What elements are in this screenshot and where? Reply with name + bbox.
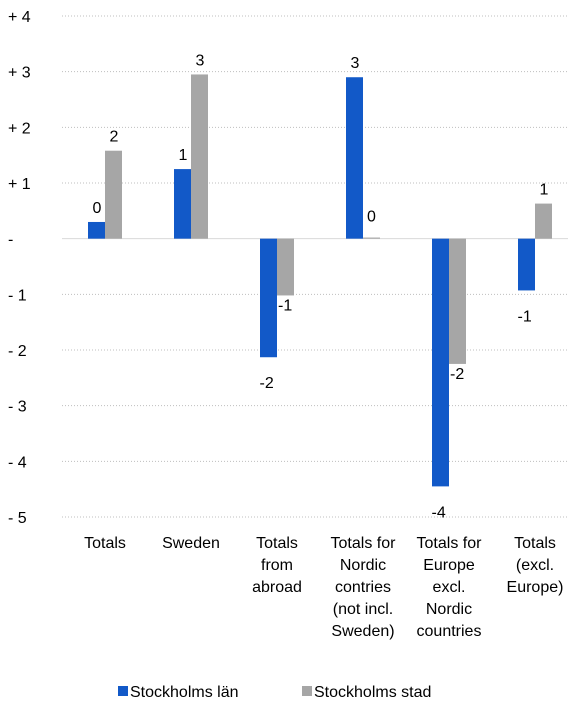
category-label: Totals from abroad: [252, 535, 302, 596]
y-tick-label: - 4: [8, 454, 27, 471]
bar-stockholms-stad: [191, 74, 208, 239]
category-label-line: Nordic: [340, 557, 386, 574]
data-label: 1: [540, 182, 549, 199]
category-label: Totals (excl. Europe): [507, 535, 564, 596]
category-label-line: contries: [335, 579, 391, 596]
bar-stockholms-stad: [363, 237, 380, 239]
data-label: 2: [110, 129, 119, 146]
bar-stockholms-stad: [449, 238, 466, 364]
legend-label: Stockholms stad: [314, 684, 431, 701]
data-label: 3: [351, 55, 360, 72]
legend-label: Stockholms län: [130, 684, 239, 701]
data-label: 0: [367, 209, 376, 226]
data-label: 3: [196, 52, 205, 69]
category-label-line: Nordic: [426, 601, 472, 618]
y-tick-label: + 3: [8, 65, 31, 82]
bar-stockholms-stad: [535, 203, 552, 239]
category-label-line: Totals for: [331, 535, 397, 552]
legend-swatch: [118, 686, 128, 696]
bar-stockholms-stad: [105, 150, 122, 239]
y-tick-label: + 2: [8, 120, 31, 137]
data-label: -1: [278, 297, 292, 314]
category-label-line: Sweden): [331, 623, 394, 640]
bar-stockholms-stad: [277, 238, 294, 296]
legend-swatch: [302, 686, 312, 696]
category-label-line: excl.: [433, 579, 466, 596]
category-label-line: Totals: [84, 535, 126, 552]
category-label-line: Totals for: [417, 535, 483, 552]
y-tick-label: - 3: [8, 399, 27, 416]
y-tick-label: + 1: [8, 176, 31, 193]
category-label-line: Europe: [423, 557, 475, 574]
category-label-line: from: [261, 557, 293, 574]
bar-stockholms-lan: [346, 77, 363, 239]
category-label-line: Sweden: [162, 535, 220, 552]
category-label-line: (excl.: [516, 557, 554, 574]
category-label: Totals: [84, 535, 126, 552]
data-label: 1: [179, 147, 188, 164]
bar-stockholms-lan: [174, 169, 191, 239]
category-label-line: countries: [417, 623, 482, 640]
category-label-line: Totals: [256, 535, 298, 552]
category-label-line: Totals: [514, 535, 556, 552]
y-tick-label: -: [8, 232, 13, 249]
category-label: Sweden: [162, 535, 220, 552]
category-label-line: Europe): [507, 579, 564, 596]
y-tick-label: - 1: [8, 287, 27, 304]
data-label: -2: [260, 375, 274, 392]
data-label: -2: [450, 366, 464, 383]
bar-stockholms-lan: [260, 238, 277, 358]
category-label: Totals for Nordic contries (not incl. Sweden…: [331, 535, 397, 640]
data-label: 0: [93, 200, 102, 217]
data-label: -1: [518, 308, 532, 325]
category-label-line: abroad: [252, 579, 302, 596]
y-tick-label: - 2: [8, 343, 27, 360]
category-label-line: (not incl.: [333, 601, 393, 618]
category-label: Totals for Europe excl. Nordic countries: [417, 535, 483, 640]
y-tick-label: + 4: [8, 9, 31, 26]
bar-stockholms-lan: [518, 238, 535, 291]
bar-stockholms-lan: [432, 238, 449, 487]
y-tick-label: - 5: [8, 510, 27, 527]
data-label: -4: [432, 504, 446, 521]
bar-stockholms-lan: [88, 221, 105, 239]
